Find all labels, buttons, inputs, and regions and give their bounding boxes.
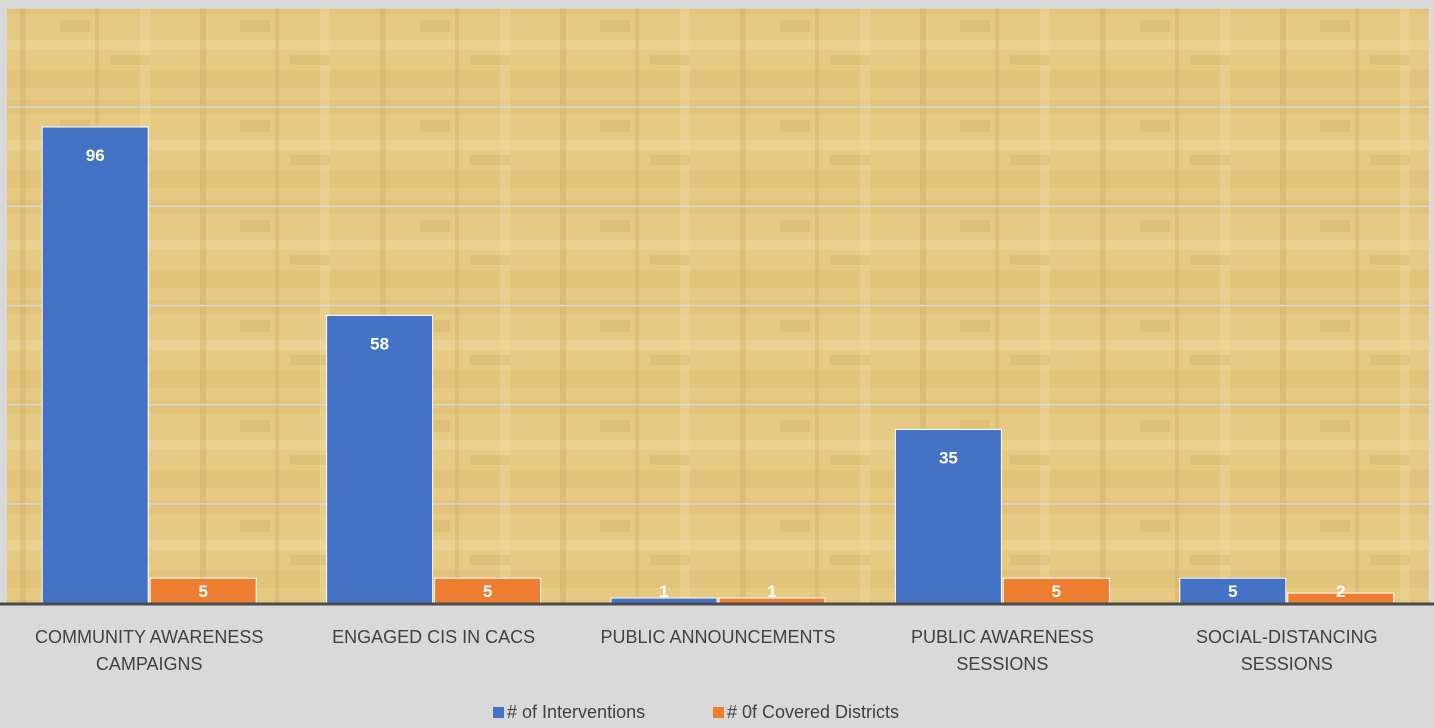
bar-interventions (1179, 577, 1287, 604)
bar-districts (1002, 577, 1110, 604)
category-label: PUBLIC AWARENESS SESSIONS (911, 627, 1094, 674)
gridlines (7, 7, 1429, 505)
data-label: 35 (939, 448, 958, 467)
bar-interventions (894, 428, 1002, 604)
data-label: 5 (1052, 582, 1061, 601)
bar-interventions (41, 126, 149, 604)
legend-swatch (713, 707, 724, 718)
data-label: 1 (659, 582, 668, 601)
data-label: 96 (86, 146, 105, 165)
legend-label: # 0f Covered Districts (727, 702, 899, 722)
value-labels: 96 5 58 5 1 1 35 5 5 2 (86, 146, 1346, 601)
bar-interventions (326, 314, 434, 604)
category-label: PUBLIC ANNOUNCEMENTS (600, 627, 835, 647)
data-label: 5 (1228, 582, 1237, 601)
category-label: COMMUNITY AWARENESS CAMPAIGNS (35, 627, 263, 674)
data-label: 5 (198, 582, 207, 601)
category-labels: COMMUNITY AWARENESS CAMPAIGNS ENGAGED CIS … (35, 627, 1378, 674)
legend: # of Interventions # 0f Covered Districts (493, 702, 899, 722)
data-label: 2 (1336, 582, 1345, 601)
legend-label: # of Interventions (507, 702, 645, 722)
category-label: SOCIAL-DISTANCING SESSIONS (1196, 627, 1378, 674)
data-label: 58 (370, 334, 389, 353)
data-label: 1 (767, 582, 776, 601)
bars (41, 126, 1395, 604)
legend-swatch (493, 707, 504, 718)
data-label: 5 (483, 582, 492, 601)
category-label: ENGAGED CIS IN CACS (332, 627, 535, 647)
